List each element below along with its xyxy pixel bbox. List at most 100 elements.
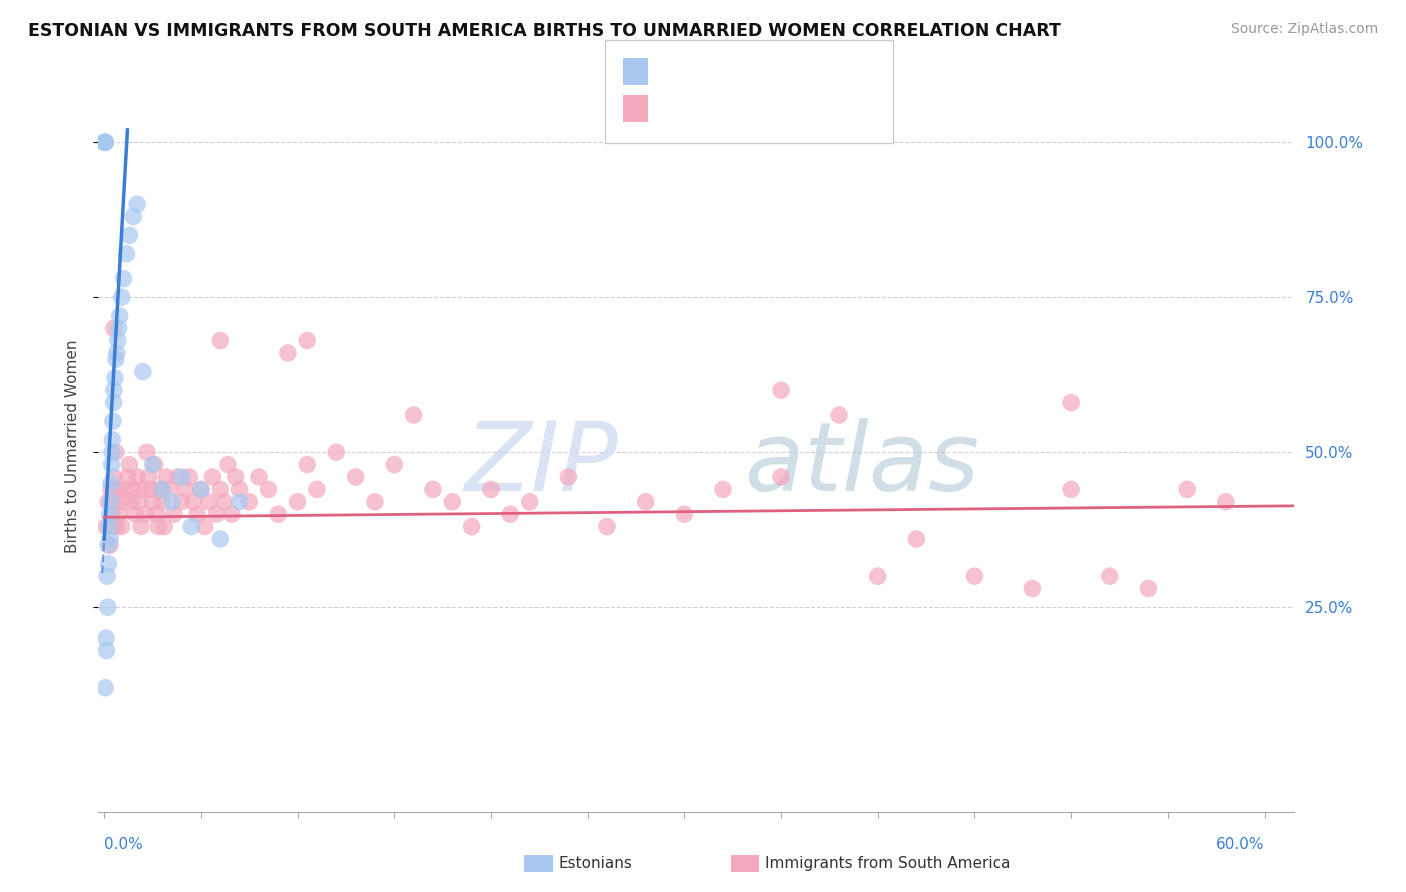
Point	[217, 458, 239, 472]
Point	[129, 519, 152, 533]
Point	[180, 519, 202, 533]
Point	[103, 321, 125, 335]
Point	[94, 135, 117, 149]
Point	[277, 346, 299, 360]
Point	[963, 569, 986, 583]
Point	[100, 483, 122, 497]
Point	[101, 507, 124, 521]
Point	[422, 483, 444, 497]
Point	[770, 470, 793, 484]
Point	[174, 483, 197, 497]
Point	[111, 519, 134, 533]
Point	[111, 290, 134, 304]
Point	[596, 519, 619, 533]
Point	[287, 495, 309, 509]
Point	[94, 135, 117, 149]
Point	[1060, 395, 1083, 409]
Point	[104, 445, 127, 459]
Point	[107, 483, 129, 497]
Point	[364, 495, 387, 509]
Point	[150, 483, 173, 497]
Text: ESTONIAN VS IMMIGRANTS FROM SOUTH AMERICA BIRTHS TO UNMARRIED WOMEN CORRELATION : ESTONIAN VS IMMIGRANTS FROM SOUTH AMERIC…	[28, 22, 1062, 40]
Point	[159, 483, 181, 497]
Point	[344, 470, 367, 484]
Point	[117, 470, 139, 484]
Point	[209, 334, 232, 348]
Point	[122, 483, 145, 497]
Point	[1021, 582, 1043, 596]
Point	[1175, 483, 1198, 497]
Point	[108, 309, 131, 323]
Point	[98, 519, 121, 533]
Point	[115, 247, 138, 261]
Point	[135, 445, 157, 459]
Point	[247, 470, 270, 484]
Point	[148, 519, 170, 533]
Text: Immigrants from South America: Immigrants from South America	[765, 856, 1011, 871]
Point	[97, 600, 120, 615]
Point	[828, 408, 851, 422]
Point	[257, 483, 280, 497]
Point	[228, 483, 250, 497]
Y-axis label: Births to Unmarried Women: Births to Unmarried Women	[65, 339, 80, 553]
Point	[142, 458, 165, 472]
Point	[96, 519, 118, 533]
Point	[94, 135, 117, 149]
Point	[170, 470, 193, 484]
Point	[103, 395, 125, 409]
Point	[1215, 495, 1237, 509]
Text: ZIP: ZIP	[464, 417, 619, 511]
Point	[93, 135, 115, 149]
Text: 60.0%: 60.0%	[1216, 837, 1264, 852]
Point	[402, 408, 425, 422]
Point	[108, 507, 131, 521]
Point	[519, 495, 541, 509]
Point	[94, 681, 117, 695]
Point	[112, 271, 135, 285]
Point	[209, 483, 232, 497]
Point	[160, 495, 183, 509]
Point	[460, 519, 482, 533]
Point	[112, 495, 135, 509]
Point	[114, 483, 136, 497]
Point	[145, 507, 167, 521]
Point	[132, 483, 155, 497]
Point	[557, 470, 579, 484]
Point	[179, 470, 201, 484]
Point	[441, 495, 464, 509]
Point	[98, 507, 121, 521]
Point	[142, 495, 165, 509]
Point	[104, 352, 127, 367]
Point	[267, 507, 290, 521]
Point	[96, 631, 118, 645]
Point	[96, 569, 118, 583]
Point	[100, 458, 122, 472]
Text: R = -0.067   N = 95: R = -0.067 N = 95	[657, 102, 807, 116]
Point	[212, 495, 235, 509]
Point	[96, 643, 118, 657]
Point	[153, 519, 176, 533]
Point	[149, 483, 172, 497]
Point	[105, 519, 128, 533]
Point	[190, 483, 212, 497]
Point	[118, 458, 141, 472]
Point	[479, 483, 502, 497]
Point	[209, 532, 232, 546]
Point	[170, 495, 193, 509]
Point	[103, 383, 125, 397]
Point	[205, 507, 228, 521]
Point	[139, 483, 162, 497]
Point	[128, 495, 150, 509]
Point	[163, 507, 186, 521]
Point	[155, 470, 177, 484]
Point	[181, 495, 204, 509]
Point	[103, 470, 125, 484]
Point	[101, 414, 124, 428]
Point	[143, 458, 166, 472]
Point	[905, 532, 928, 546]
Point	[673, 507, 696, 521]
Point	[97, 495, 120, 509]
Point	[1137, 582, 1160, 596]
Point	[104, 371, 127, 385]
Point	[120, 495, 142, 509]
